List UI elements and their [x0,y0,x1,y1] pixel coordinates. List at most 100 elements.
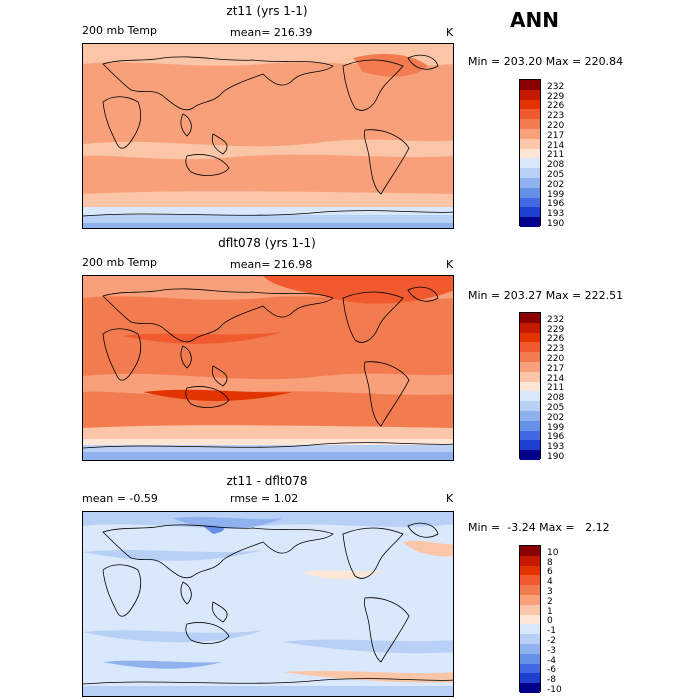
panel2-units: K [446,258,454,271]
colorbar-tick-label: 196 [547,432,565,442]
colorbar-cell [520,604,540,615]
colorbar-tick-label: 190 [547,219,565,229]
colorbar-cell [520,99,540,110]
colorbar-tick-label: 220 [547,121,565,131]
colorbar-tick-label: 0 [547,616,553,626]
colorbar-tick-label: 232 [547,315,565,325]
panel3-colorbar [519,545,541,693]
colorbar-cell [520,322,540,333]
colorbar-tick-label: 214 [547,374,565,384]
colorbar-tick-label: 211 [547,150,565,160]
colorbar-cell [520,352,540,362]
colorbar-cell [520,575,540,586]
panel3-title: zt11 - dflt078 [226,474,308,488]
panel2-minmax: Min = 203.27 Max = 222.51 [468,289,624,302]
colorbar-cell [520,138,540,149]
colorbar-tick-label: 223 [547,344,565,354]
colorbar-cell [520,673,540,684]
colorbar-tick-label: 190 [547,452,565,462]
panel1-colorbar [519,79,541,227]
panel2-title: dflt078 (yrs 1-1) [218,236,316,250]
colorbar-cell [520,565,540,576]
colorbar-tick-label: 205 [547,403,565,413]
colorbar-tick-label: 211 [547,383,565,393]
colorbar-tick-label: 8 [547,558,553,568]
panel1-units: K [446,26,454,39]
panel3-units: K [446,492,454,505]
colorbar-cell [520,391,540,402]
colorbar-tick-label: 4 [547,577,553,587]
colorbar-cell [520,381,540,392]
colorbar-tick-label: 226 [547,101,565,111]
colorbar-tick-label: 229 [547,92,565,102]
colorbar-cell [520,89,540,100]
colorbar-tick-label: 199 [547,423,565,433]
colorbar-cell [520,410,540,421]
colorbar-cell [520,450,540,460]
colorbar-cell [520,624,540,635]
colorbar-cell [520,371,540,382]
colorbar-tick-label: 223 [547,111,565,121]
colorbar-cell [520,332,540,343]
colorbar-tick-label: -6 [547,665,556,675]
colorbar-cell [520,653,540,664]
panel2-mean-label: mean= 216.98 [230,258,313,271]
colorbar-cell [520,546,540,556]
colorbar-tick-label: 3 [547,587,553,597]
colorbar-cell [520,634,540,644]
panel1-minmax: Min = 203.20 Max = 220.84 [468,55,624,68]
colorbar-tick-label: 10 [547,548,559,558]
colorbar-tick-label: 193 [547,209,565,219]
colorbar-tick-label: 1 [547,607,553,617]
panel2-variable-label: 200 mb Temp [82,256,158,269]
colorbar-cell [520,683,540,693]
colorbar-tick-label: -2 [547,636,556,646]
colorbar-cell [520,109,540,120]
colorbar-tick-label: -1 [547,626,556,636]
colorbar-tick-label: 208 [547,160,565,170]
colorbar-tick-label: 6 [547,567,553,577]
colorbar-tick-label: 217 [547,131,565,141]
colorbar-tick-label: -10 [547,685,562,695]
colorbar-tick-label: 205 [547,170,565,180]
colorbar-cell [520,430,540,441]
colorbar-tick-label: 202 [547,180,565,190]
colorbar-cell [520,119,540,129]
colorbar-tick-label: 196 [547,199,565,209]
colorbar-cell [520,217,540,227]
annual-title: ANN [510,8,559,32]
colorbar-cell [520,342,540,353]
colorbar-tick-label: 2 [547,597,553,607]
colorbar-tick-label: 217 [547,364,565,374]
colorbar-cell [520,197,540,208]
panel3-minmax: Min = -3.24 Max = 2.12 [468,521,610,534]
colorbar-cell [520,614,540,625]
panel1-title: zt11 (yrs 1-1) [226,4,308,18]
colorbar-tick-label: -8 [547,675,556,685]
colorbar-cell [520,158,540,169]
colorbar-tick-label: 208 [547,393,565,403]
colorbar-cell [520,555,540,566]
panel2-colorbar [519,312,541,460]
panel1-variable-label: 200 mb Temp [82,24,158,37]
colorbar-tick-label: -3 [547,646,556,656]
colorbar-tick-label: 193 [547,442,565,452]
colorbar-tick-label: 232 [547,82,565,92]
colorbar-cell [520,177,540,188]
colorbar-cell [520,80,540,90]
colorbar-cell [520,401,540,411]
panel2-map [82,275,454,461]
colorbar-cell [520,207,540,218]
panel3-mean-label: mean = -0.59 [82,492,158,505]
colorbar-cell [520,361,540,372]
colorbar-cell [520,168,540,178]
colorbar-cell [520,643,540,654]
colorbar-tick-label: 214 [547,141,565,151]
colorbar-cell [520,585,540,595]
colorbar-tick-label: 202 [547,413,565,423]
panel1-map [82,43,454,229]
colorbar-tick-label: 220 [547,354,565,364]
colorbar-tick-label: 229 [547,325,565,335]
colorbar-cell [520,313,540,323]
colorbar-tick-label: 226 [547,334,565,344]
